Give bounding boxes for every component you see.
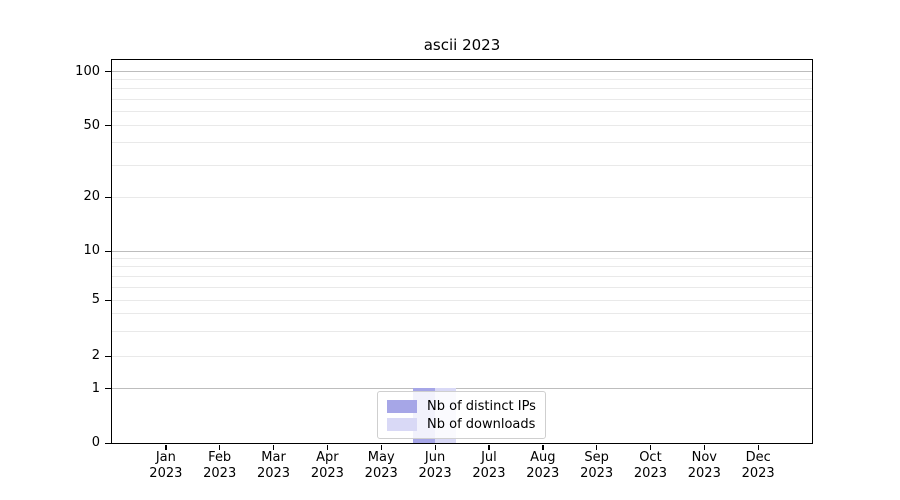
x-tick-month: Jul <box>481 450 497 465</box>
x-tick-month: Jun <box>424 450 446 465</box>
x-tick-year: 2023 <box>364 465 398 481</box>
x-axis-tick-label: Jun 2023 <box>405 450 465 481</box>
x-axis-tick-label: Dec 2023 <box>728 450 788 481</box>
minor-gridline <box>111 142 812 144</box>
x-tick-year: 2023 <box>687 465 721 481</box>
x-tick-month: May <box>367 450 395 465</box>
y-axis-tick <box>104 442 111 444</box>
x-axis-tick-label: Apr 2023 <box>297 450 357 481</box>
y-axis-tick <box>104 388 111 390</box>
y-axis-tick-label: 2 <box>91 348 100 363</box>
major-gridline <box>111 388 812 389</box>
x-tick-year: 2023 <box>741 465 775 481</box>
y-axis-tick-label: 20 <box>83 189 100 204</box>
x-tick-year: 2023 <box>472 465 506 481</box>
x-tick-year: 2023 <box>203 465 237 481</box>
x-tick-month: Apr <box>316 450 339 465</box>
minor-gridline <box>111 88 812 90</box>
x-tick-month: Oct <box>639 450 662 465</box>
minor-gridline <box>111 110 812 112</box>
x-tick-year: 2023 <box>310 465 344 481</box>
x-tick-year: 2023 <box>256 465 291 481</box>
x-axis-tick-label: Aug 2023 <box>513 450 573 481</box>
x-tick-month: Mar <box>261 450 286 465</box>
x-tick-year: 2023 <box>580 465 614 481</box>
legend-entry-distinct-ips: Nb of distinct IPs <box>387 397 536 415</box>
x-tick-year: 2023 <box>526 465 560 481</box>
x-axis-tick-label: Nov 2023 <box>674 450 734 481</box>
x-tick-month: Aug <box>530 450 556 465</box>
x-axis-tick <box>165 444 167 450</box>
x-axis-tick-label: Mar 2023 <box>244 450 304 481</box>
x-tick-year: 2023 <box>418 465 452 481</box>
y-axis-tick <box>104 71 111 73</box>
legend-entry-downloads: Nb of downloads <box>387 415 536 433</box>
minor-gridline <box>111 330 812 332</box>
minor-gridline <box>111 266 812 268</box>
legend: Nb of distinct IPs Nb of downloads <box>377 391 546 439</box>
x-axis-tick <box>326 444 329 450</box>
x-axis-tick <box>380 444 383 450</box>
major-gridline <box>111 250 812 252</box>
x-tick-month: Dec <box>745 450 771 465</box>
minor-gridline <box>111 164 812 166</box>
legend-label-downloads: Nb of downloads <box>427 416 536 432</box>
minor-gridline <box>111 196 812 198</box>
minor-gridline <box>111 98 812 100</box>
minor-gridline <box>111 79 812 81</box>
x-axis-tick <box>703 444 706 450</box>
minor-gridline <box>111 257 812 259</box>
x-axis-tick <box>757 444 759 450</box>
x-axis-tick <box>434 444 436 450</box>
y-axis-tick-label: 1 <box>91 380 100 396</box>
legend-swatch-distinct-ips-icon <box>387 399 417 413</box>
y-axis-tick-label: 5 <box>91 292 100 307</box>
y-axis-tick <box>104 250 111 252</box>
x-axis-tick <box>219 444 221 450</box>
minor-gridline <box>111 313 812 315</box>
x-tick-month: Nov <box>691 450 717 465</box>
legend-label-distinct-ips: Nb of distinct IPs <box>427 398 536 414</box>
x-axis-tick <box>542 444 544 450</box>
x-axis-tick <box>273 444 275 450</box>
minor-gridline <box>111 286 812 288</box>
legend-swatch-downloads-icon <box>387 417 417 431</box>
y-axis-tick <box>104 196 111 198</box>
x-axis-tick-label: Sep 2023 <box>567 450 627 481</box>
y-axis-tick-label: 50 <box>83 117 100 133</box>
y-axis-tick <box>104 125 111 127</box>
y-axis-tick <box>104 299 111 301</box>
x-axis-tick-label: May 2023 <box>351 450 411 481</box>
minor-gridline <box>111 299 812 301</box>
major-gridline <box>111 71 812 72</box>
chart-title: ascii 2023 <box>423 36 501 54</box>
x-axis-tick <box>488 444 490 450</box>
plot-area <box>110 58 813 444</box>
x-axis-tick <box>649 444 652 450</box>
x-tick-month: Sep <box>584 450 609 465</box>
x-tick-month: Feb <box>208 450 232 465</box>
y-axis-tick <box>104 355 111 357</box>
x-tick-year: 2023 <box>149 465 183 481</box>
minor-gridline <box>111 275 812 277</box>
y-axis-tick-label: 0 <box>91 435 100 450</box>
y-axis-tick-label: 10 <box>83 243 100 258</box>
minor-gridline <box>111 125 812 126</box>
x-tick-year: 2023 <box>633 465 667 481</box>
x-axis-tick-label: Oct 2023 <box>620 450 680 481</box>
y-axis-tick-label: 100 <box>75 63 100 79</box>
x-tick-month: Jan <box>155 450 176 465</box>
x-axis-tick-label: Jul 2023 <box>459 450 519 481</box>
x-axis-tick-label: Jan 2023 <box>136 450 196 481</box>
x-axis-tick-label: Feb 2023 <box>190 450 250 481</box>
x-axis-tick <box>596 444 598 450</box>
minor-gridline <box>111 355 812 357</box>
